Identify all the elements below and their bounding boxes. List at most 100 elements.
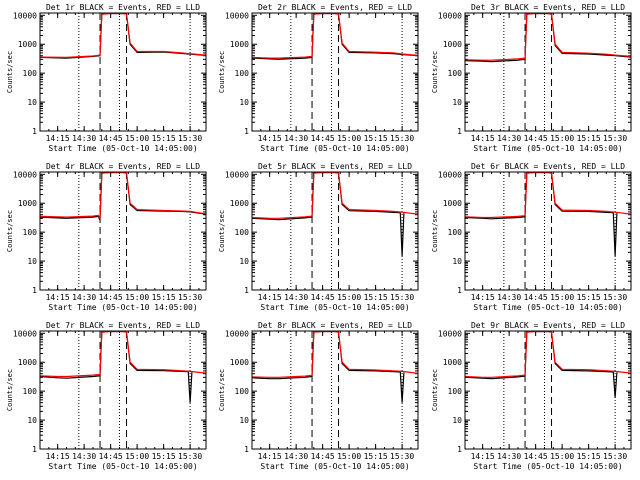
x-tick-label: 15:30 <box>390 134 414 143</box>
x-tick-label: 15:00 <box>125 134 149 143</box>
panel-title: Det 7r BLACK = Events, RED = LLD <box>46 321 200 330</box>
x-axis-label: Start Time (05-Oct-10 14:05:00) <box>260 303 409 312</box>
y-tick-label: 10000 <box>225 11 249 20</box>
y-tick-label: 1 <box>457 286 462 295</box>
x-tick-label: 14:15 <box>258 452 282 461</box>
chart-panel-7: Det 7r BLACK = Events, RED = LLD 1 10 100 10… <box>6 321 207 471</box>
x-tick-label: 15:15 <box>577 134 601 143</box>
x-axis-label: Start Time (05-Oct-10 14:05:00) <box>260 462 409 471</box>
y-axis-label: Counts/sec <box>431 51 439 93</box>
x-axis-label: Start Time (05-Oct-10 14:05:00) <box>48 303 197 312</box>
plot-frame <box>251 330 419 450</box>
chart-panel-1: Det 1r BLACK = Events, RED = LLD 1 10 100 10… <box>6 3 207 153</box>
x-axis-label: Start Time (05-Oct-10 14:05:00) <box>473 303 622 312</box>
panel-title: Det 6r BLACK = Events, RED = LLD <box>471 162 625 171</box>
y-tick-label: 1000 <box>18 199 37 208</box>
events-line <box>40 331 193 403</box>
x-tick-label: 15:15 <box>364 293 388 302</box>
lld-line <box>252 172 418 219</box>
plot-frame <box>251 171 419 291</box>
y-axis-label: Counts/sec <box>6 369 14 411</box>
plot-frame <box>39 330 207 450</box>
x-tick-label: 14:45 <box>311 134 335 143</box>
lld-line <box>40 331 206 378</box>
y-tick-label: 1 <box>244 127 249 136</box>
y-axis-label: Counts/sec <box>218 210 226 252</box>
x-tick-label: 14:45 <box>311 293 335 302</box>
y-axis-label: Counts/sec <box>218 51 226 93</box>
y-tick-label: 100 <box>448 387 463 396</box>
lld-line <box>40 172 206 221</box>
y-tick-label: 10000 <box>438 170 462 179</box>
x-tick-label: 15:30 <box>390 452 414 461</box>
x-tick-label: 14:15 <box>46 134 70 143</box>
plot-frame <box>464 330 632 450</box>
x-tick-label: 15:15 <box>577 452 601 461</box>
lld-line <box>465 13 631 61</box>
x-tick-label: 14:15 <box>46 293 70 302</box>
y-tick-label: 1000 <box>443 358 462 367</box>
x-tick-label: 14:30 <box>72 134 96 143</box>
y-axis-label: Counts/sec <box>6 51 14 93</box>
x-tick-label: 15:30 <box>603 293 627 302</box>
x-tick-label: 14:45 <box>524 293 548 302</box>
y-tick-label: 1000 <box>230 40 249 49</box>
x-tick-label: 15:30 <box>178 452 202 461</box>
x-tick-label: 15:30 <box>603 452 627 461</box>
y-tick-label: 10000 <box>438 329 462 338</box>
x-axis-label: Start Time (05-Oct-10 14:05:00) <box>473 144 622 153</box>
y-tick-label: 10000 <box>13 329 37 338</box>
y-tick-label: 1000 <box>18 358 37 367</box>
lld-line <box>252 331 418 378</box>
x-tick-label: 14:30 <box>72 293 96 302</box>
x-tick-label: 14:30 <box>497 452 521 461</box>
y-tick-label: 100 <box>448 228 463 237</box>
x-tick-label: 15:30 <box>178 293 202 302</box>
x-axis-label: Start Time (05-Oct-10 14:05:00) <box>473 462 622 471</box>
y-tick-label: 1000 <box>443 40 462 49</box>
events-line <box>465 172 618 257</box>
panel-title: Det 9r BLACK = Events, RED = LLD <box>471 321 625 330</box>
y-tick-label: 1000 <box>18 40 37 49</box>
x-tick-label: 14:15 <box>46 452 70 461</box>
y-tick-label: 100 <box>23 228 38 237</box>
plot-frame <box>464 12 632 132</box>
y-tick-label: 100 <box>448 69 463 78</box>
x-tick-label: 15:15 <box>364 452 388 461</box>
chart-panel-8: Det 8r BLACK = Events, RED = LLD 1 10 100 10… <box>218 321 419 471</box>
y-tick-label: 100 <box>235 387 250 396</box>
y-axis-label: Counts/sec <box>6 210 14 252</box>
y-tick-label: 10 <box>452 257 462 266</box>
x-tick-label: 15:00 <box>125 452 149 461</box>
y-tick-label: 100 <box>235 228 250 237</box>
x-tick-label: 14:15 <box>258 134 282 143</box>
chart-panel-9: Det 9r BLACK = Events, RED = LLD 1 10 100 10… <box>431 321 632 471</box>
events-line <box>252 172 405 257</box>
events-line <box>252 331 405 403</box>
x-tick-label: 14:30 <box>497 293 521 302</box>
x-tick-label: 15:00 <box>337 134 361 143</box>
x-tick-label: 15:15 <box>364 134 388 143</box>
y-tick-label: 100 <box>23 69 38 78</box>
plot-frame <box>464 171 632 291</box>
lld-line <box>40 13 206 59</box>
x-tick-label: 15:15 <box>152 134 176 143</box>
chart-panel-5: Det 5r BLACK = Events, RED = LLD 1 10 100 10… <box>218 162 419 312</box>
panel-title: Det 3r BLACK = Events, RED = LLD <box>471 3 625 12</box>
plot-frame <box>251 12 419 132</box>
x-tick-label: 14:45 <box>524 134 548 143</box>
events-line <box>40 172 206 221</box>
y-tick-label: 10000 <box>225 170 249 179</box>
y-tick-label: 1 <box>32 445 37 454</box>
y-tick-label: 10 <box>27 257 37 266</box>
x-tick-label: 14:15 <box>258 293 282 302</box>
lld-line <box>465 172 631 219</box>
y-tick-label: 100 <box>235 69 250 78</box>
plot-frame <box>39 171 207 291</box>
x-tick-label: 14:45 <box>99 452 123 461</box>
x-axis-label: Start Time (05-Oct-10 14:05:00) <box>260 144 409 153</box>
x-tick-label: 14:45 <box>524 452 548 461</box>
x-tick-label: 15:30 <box>603 134 627 143</box>
x-tick-label: 14:30 <box>284 452 308 461</box>
y-tick-label: 1000 <box>443 199 462 208</box>
